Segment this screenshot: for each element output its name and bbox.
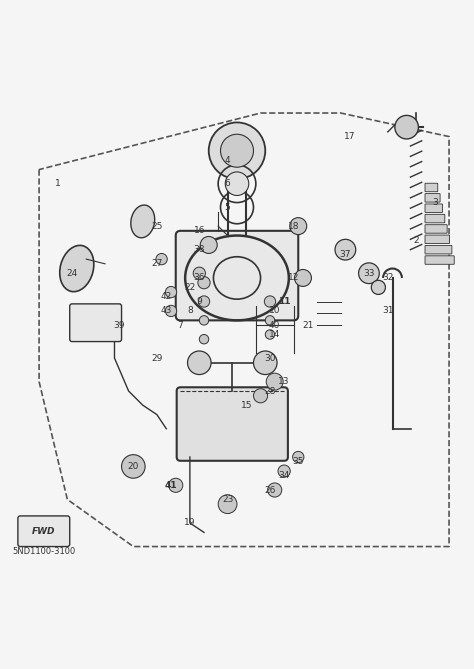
- Circle shape: [165, 286, 177, 298]
- FancyBboxPatch shape: [425, 225, 447, 233]
- Text: 5ND1100-3100: 5ND1100-3100: [12, 547, 75, 556]
- Text: 13: 13: [278, 377, 290, 386]
- Text: 18: 18: [288, 221, 299, 231]
- FancyBboxPatch shape: [425, 204, 442, 213]
- Circle shape: [290, 217, 307, 235]
- FancyBboxPatch shape: [425, 214, 445, 223]
- Ellipse shape: [131, 205, 155, 237]
- Text: 16: 16: [193, 226, 205, 235]
- Text: 22: 22: [184, 283, 195, 292]
- Circle shape: [292, 452, 304, 463]
- Text: 23: 23: [222, 495, 233, 504]
- Text: 33: 33: [363, 269, 374, 278]
- Text: 8: 8: [187, 306, 193, 316]
- Circle shape: [188, 351, 211, 375]
- Circle shape: [225, 172, 249, 195]
- Text: 31: 31: [382, 306, 393, 316]
- Text: 15: 15: [241, 401, 252, 409]
- Circle shape: [121, 455, 145, 478]
- Circle shape: [294, 270, 311, 286]
- Text: 11: 11: [278, 297, 291, 306]
- Text: 28: 28: [264, 387, 276, 395]
- Circle shape: [169, 478, 183, 492]
- FancyBboxPatch shape: [425, 256, 454, 264]
- Text: 27: 27: [151, 260, 163, 268]
- Circle shape: [220, 134, 254, 167]
- Circle shape: [268, 483, 282, 497]
- Text: 25: 25: [151, 221, 163, 231]
- FancyBboxPatch shape: [18, 516, 70, 547]
- Circle shape: [199, 334, 209, 344]
- Text: 35: 35: [292, 457, 304, 466]
- Text: 6: 6: [225, 179, 230, 188]
- Text: 30: 30: [264, 353, 276, 363]
- Text: 41: 41: [165, 481, 177, 490]
- Circle shape: [371, 280, 385, 294]
- Text: 7: 7: [178, 320, 183, 330]
- Text: 43: 43: [161, 306, 172, 316]
- FancyBboxPatch shape: [70, 304, 121, 342]
- Circle shape: [165, 305, 177, 316]
- Text: 39: 39: [113, 320, 125, 330]
- Circle shape: [265, 316, 275, 325]
- FancyBboxPatch shape: [425, 183, 438, 192]
- Text: 40: 40: [269, 320, 281, 330]
- Circle shape: [209, 122, 265, 179]
- FancyBboxPatch shape: [425, 235, 449, 244]
- FancyBboxPatch shape: [177, 387, 288, 461]
- Text: 26: 26: [264, 486, 276, 494]
- Circle shape: [266, 373, 283, 390]
- Text: 3: 3: [432, 198, 438, 207]
- Circle shape: [335, 240, 356, 260]
- FancyBboxPatch shape: [425, 246, 452, 254]
- Circle shape: [156, 254, 167, 265]
- Text: 14: 14: [269, 330, 281, 339]
- Text: 37: 37: [340, 250, 351, 259]
- Text: 17: 17: [344, 132, 356, 141]
- Ellipse shape: [60, 246, 94, 292]
- FancyBboxPatch shape: [425, 193, 440, 202]
- Circle shape: [218, 494, 237, 514]
- Circle shape: [265, 330, 275, 339]
- Text: 4: 4: [225, 156, 230, 165]
- Text: 32: 32: [382, 274, 393, 282]
- Text: 36: 36: [193, 274, 205, 282]
- Text: 21: 21: [302, 320, 313, 330]
- Text: 9: 9: [196, 297, 202, 306]
- Circle shape: [200, 236, 217, 254]
- Text: 19: 19: [184, 518, 196, 527]
- Text: 12: 12: [288, 274, 299, 282]
- Circle shape: [198, 276, 210, 289]
- Text: 1: 1: [55, 179, 61, 188]
- Circle shape: [199, 316, 209, 325]
- Text: 38: 38: [193, 245, 205, 254]
- Circle shape: [254, 351, 277, 375]
- Circle shape: [264, 296, 276, 307]
- Text: 29: 29: [151, 353, 163, 363]
- FancyBboxPatch shape: [176, 231, 298, 320]
- Circle shape: [198, 296, 210, 307]
- Circle shape: [395, 115, 419, 139]
- Text: 10: 10: [269, 306, 281, 316]
- Text: 24: 24: [66, 269, 78, 278]
- Circle shape: [278, 465, 290, 477]
- Circle shape: [358, 263, 379, 284]
- Text: FWD: FWD: [32, 527, 55, 536]
- Circle shape: [254, 389, 268, 403]
- Text: 2: 2: [413, 235, 419, 245]
- Text: 20: 20: [128, 462, 139, 471]
- Text: 5: 5: [225, 203, 230, 212]
- Text: 42: 42: [161, 292, 172, 301]
- Text: 34: 34: [278, 472, 290, 480]
- Circle shape: [193, 267, 205, 280]
